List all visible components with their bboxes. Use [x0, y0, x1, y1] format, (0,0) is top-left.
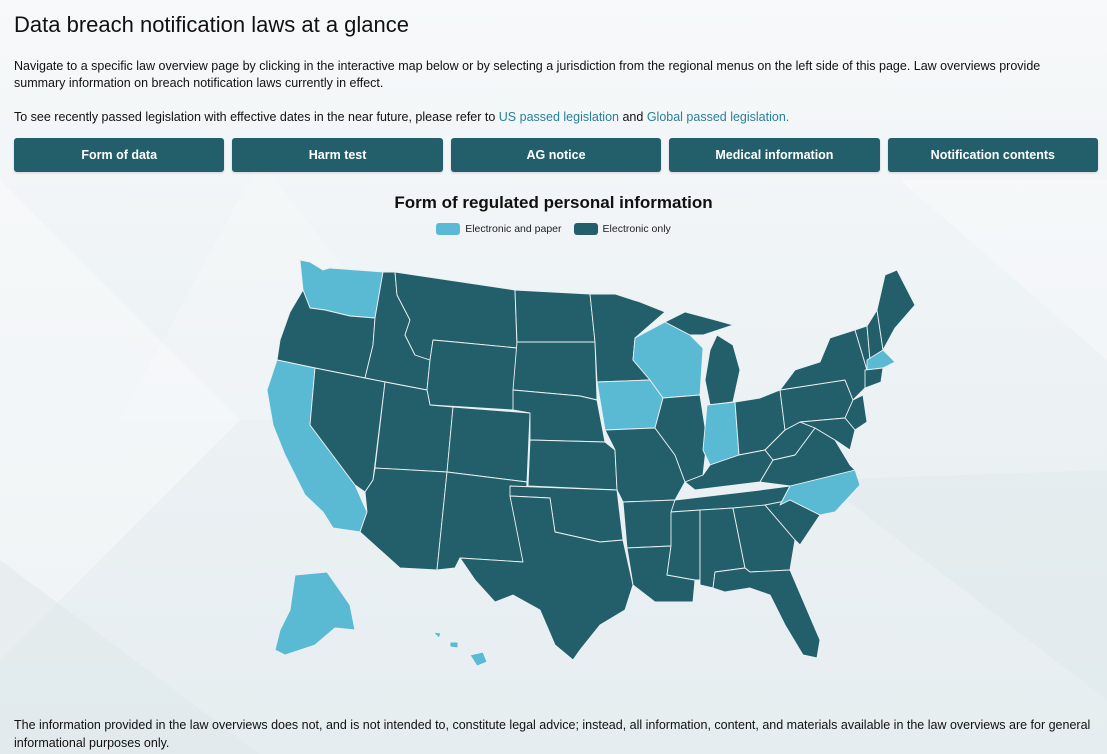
state-arizona[interactable]: [359, 467, 448, 571]
tab-notification-contents[interactable]: Notification contents: [887, 138, 1099, 172]
global-passed-legislation-link[interactable]: Global passed legislation.: [646, 110, 790, 124]
state-texas[interactable]: [459, 495, 634, 661]
legend-swatch-electronic-only: [573, 223, 598, 235]
tab-form-of-data[interactable]: Form of data: [14, 138, 225, 172]
state-hawaii-island-2[interactable]: [449, 641, 459, 649]
state-florida[interactable]: [712, 567, 821, 659]
map-category-tabs: Form of data Harm test AG notice Medical…: [14, 138, 1099, 172]
state-new-jersey[interactable]: [844, 394, 868, 431]
legend-swatch-electronic-and-paper: [436, 223, 461, 235]
passed-legislation-and: and: [619, 110, 647, 124]
state-alaska[interactable]: [274, 571, 356, 656]
map-title: Form of regulated personal information: [394, 193, 713, 212]
state-kansas[interactable]: [527, 439, 618, 491]
state-michigan-upper[interactable]: [664, 311, 734, 336]
state-indiana[interactable]: [702, 401, 740, 466]
tab-medical-information[interactable]: Medical information: [669, 138, 880, 172]
legend-item-electronic-and-paper[interactable]: Electronic and paper: [436, 223, 562, 235]
state-mississippi[interactable]: [666, 509, 701, 581]
us-map: [266, 259, 916, 667]
legend-item-electronic-only[interactable]: Electronic only: [573, 223, 671, 235]
state-hawaii-island-3[interactable]: [432, 631, 442, 639]
map-legend: Electronic and paper Electronic only: [0, 223, 1107, 235]
state-north-dakota[interactable]: [514, 289, 596, 343]
state-connecticut[interactable]: [864, 367, 884, 389]
tab-harm-test[interactable]: Harm test: [232, 138, 443, 172]
state-arkansas[interactable]: [622, 499, 676, 549]
passed-legislation-text: To see recently passed legislation with …: [14, 109, 1089, 126]
state-michigan[interactable]: [704, 334, 741, 406]
legal-disclaimer: The information provided in the law over…: [14, 718, 1091, 750]
state-maryland[interactable]: [799, 417, 856, 451]
state-maine[interactable]: [876, 269, 916, 351]
state-iowa[interactable]: [596, 379, 664, 431]
passed-legislation-prefix: To see recently passed legislation with …: [14, 110, 499, 124]
state-massachusetts[interactable]: [866, 349, 896, 371]
legend-label-electronic-only: Electronic only: [602, 223, 671, 235]
intro-text: Navigate to a specific law overview page…: [14, 59, 1041, 90]
legend-label-electronic-and-paper: Electronic and paper: [465, 223, 562, 235]
state-hawaii[interactable]: [469, 651, 488, 667]
us-passed-legislation-link[interactable]: US passed legislation: [498, 110, 619, 124]
state-colorado[interactable]: [446, 406, 531, 483]
page-title: Data breach notification laws at a glanc…: [14, 12, 410, 37]
tab-ag-notice[interactable]: AG notice: [450, 138, 662, 172]
state-wyoming[interactable]: [426, 339, 518, 411]
